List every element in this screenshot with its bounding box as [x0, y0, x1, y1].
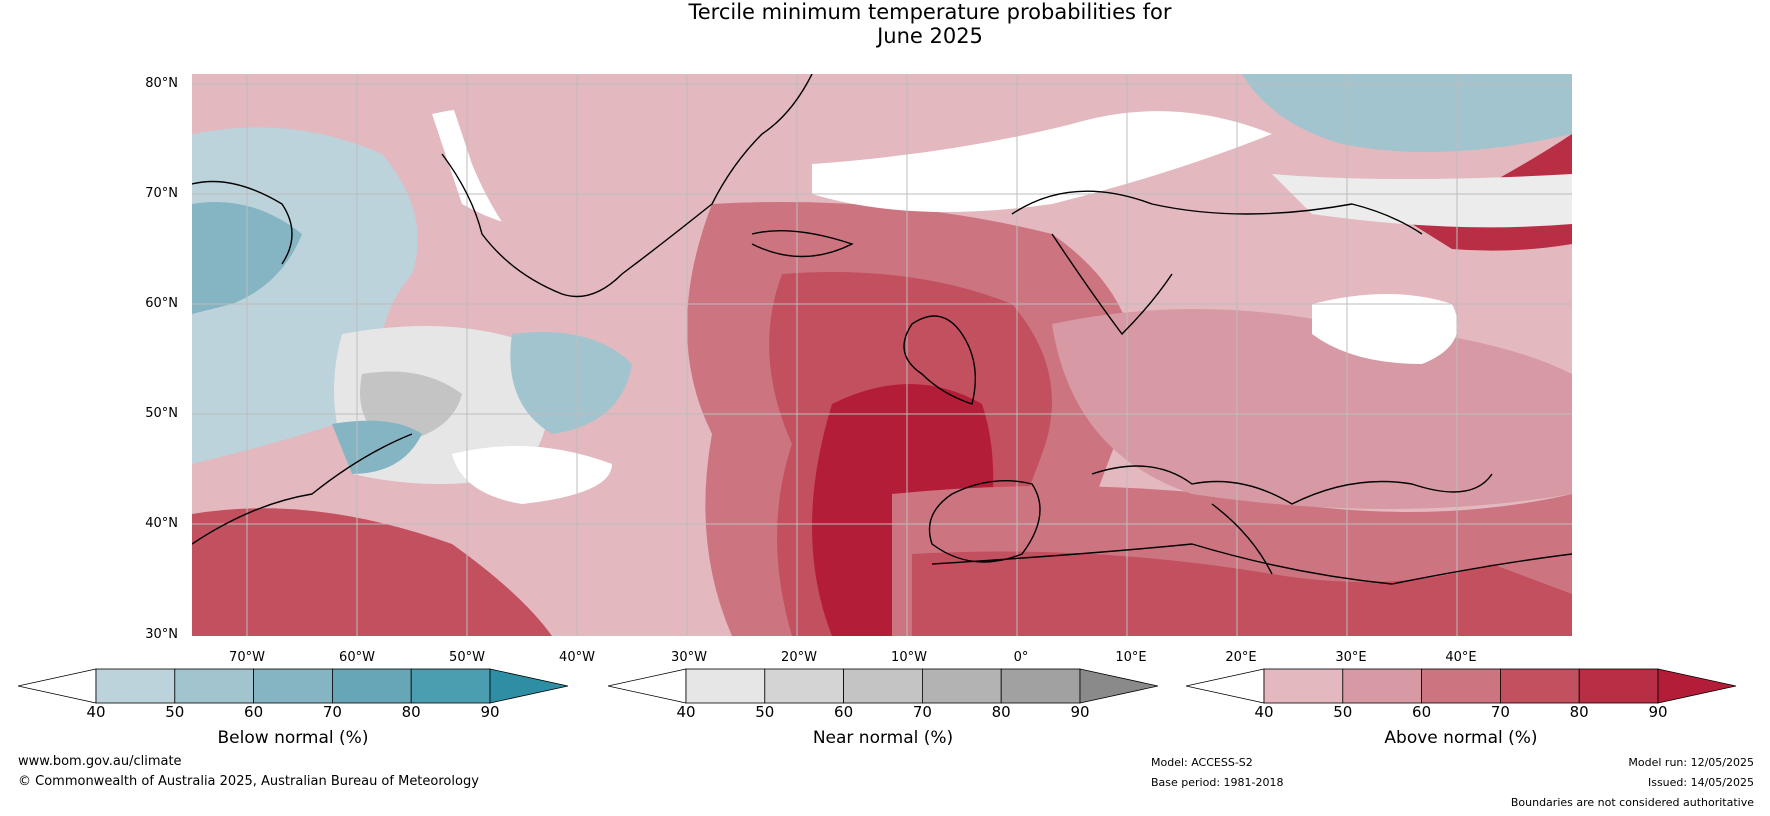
website-text: www.bom.gov.au/climate [18, 754, 182, 769]
probability-map [192, 74, 1572, 636]
near-normal-label: Near normal (%) [812, 728, 954, 748]
colorbar-tick-label: 50 [165, 703, 185, 721]
colorbar-tick-label: 80 [991, 703, 1011, 721]
colorbar-segment [331, 668, 412, 704]
colorbar-segment [843, 668, 923, 704]
near-normal-colorbar [608, 668, 1158, 704]
lat-label-80n: 80°N [145, 76, 178, 91]
colorbar-tick-label: 50 [1333, 703, 1353, 721]
colorbar-tick-label: 40 [86, 703, 106, 721]
lon-label: 20°W [781, 650, 817, 665]
lat-label-50n: 50°N [145, 406, 178, 421]
issued-text: Issued: 14/05/2025 [1647, 776, 1754, 789]
lon-label: 50°W [449, 650, 485, 665]
colorbar-segment [1578, 668, 1659, 704]
below-normal-label: Below normal (%) [217, 728, 369, 748]
colorbar-tick-label: 80 [401, 703, 421, 721]
lon-label: 20°E [1225, 650, 1257, 665]
colorbar-segment [685, 668, 766, 704]
colorbar-segment [1421, 668, 1501, 704]
colorbar-tick-label: 40 [676, 703, 696, 721]
colorbar-tick-label: 60 [1412, 703, 1432, 721]
below-normal-colorbar [18, 668, 568, 704]
colorbar-tick-label: 70 [1490, 703, 1510, 721]
colorbar-segment [764, 668, 845, 704]
colorbar-segment [1499, 668, 1580, 704]
colorbar-tick-label: 50 [755, 703, 775, 721]
title-line-1: Tercile minimum temperature probabilitie… [688, 0, 1172, 24]
chart-title: Tercile minimum temperature probabilitie… [0, 0, 1770, 48]
colorbar-segment [174, 668, 255, 704]
lat-label-70n: 70°N [145, 186, 178, 201]
colorbar-tick-label: 60 [834, 703, 854, 721]
colorbar-tick-label: 80 [1569, 703, 1589, 721]
colorbar-segment [253, 668, 333, 704]
lon-label: 60°W [339, 650, 375, 665]
lon-label: 10°W [891, 650, 927, 665]
colorbar-tick-label: 60 [244, 703, 264, 721]
lon-label: 40°W [559, 650, 595, 665]
colorbar-segment [410, 668, 491, 704]
above-normal-label: Above normal (%) [1384, 728, 1538, 748]
model-text: Model: ACCESS-S2 [1151, 756, 1253, 769]
colorbar-extend-high [1657, 668, 1736, 704]
colorbar-tick-label: 70 [912, 703, 932, 721]
colorbar-segment [921, 668, 1002, 704]
colorbar-extend-high [1079, 668, 1158, 704]
copyright-text: © Commonwealth of Australia 2025, Austra… [18, 774, 479, 789]
lon-label: 30°E [1335, 650, 1367, 665]
model-run-text: Model run: 12/05/2025 [1628, 756, 1754, 769]
colorbar-extend-high [489, 668, 568, 704]
colorbar-tick-label: 90 [480, 703, 500, 721]
colorbar-tick-label: 40 [1254, 703, 1274, 721]
colorbar-extend-low [18, 668, 97, 704]
colorbar-segment [1342, 668, 1423, 704]
colorbar-extend-low [608, 668, 687, 704]
colorbar-segment [95, 668, 176, 704]
colorbar-tick-label: 90 [1070, 703, 1090, 721]
colorbar-extend-low [1186, 668, 1265, 704]
lon-label: 0° [1013, 650, 1029, 665]
colorbar-segment [1263, 668, 1344, 704]
lat-label-30n: 30°N [145, 627, 178, 642]
lat-label-60n: 60°N [145, 296, 178, 311]
lon-label: 10°E [1115, 650, 1147, 665]
colorbar-segment [1000, 668, 1081, 704]
base-period-text: Base period: 1981-2018 [1151, 776, 1284, 789]
lon-label: 30°W [671, 650, 707, 665]
disclaimer-text: Boundaries are not considered authoritat… [1510, 796, 1754, 809]
lon-label: 70°W [229, 650, 265, 665]
lon-label: 40°E [1445, 650, 1477, 665]
colorbar-tick-label: 90 [1648, 703, 1668, 721]
lat-label-40n: 40°N [145, 516, 178, 531]
above-normal-colorbar [1186, 668, 1736, 704]
title-line-2: June 2025 [877, 24, 983, 48]
colorbar-tick-label: 70 [322, 703, 342, 721]
